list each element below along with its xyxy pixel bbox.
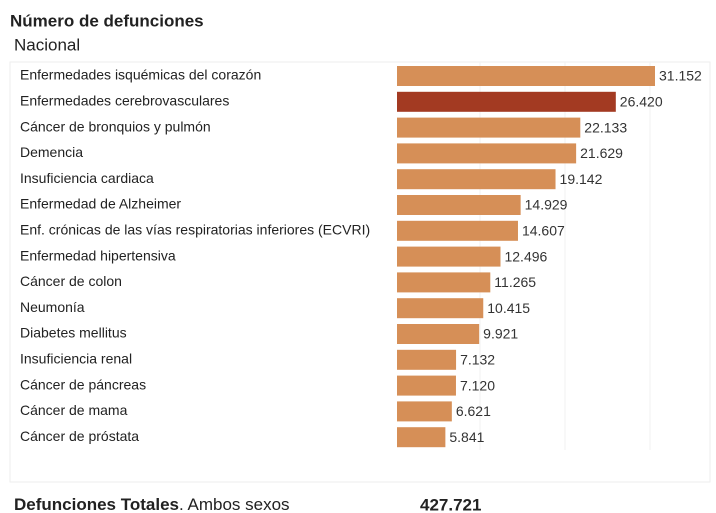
bar [397,117,581,138]
value-label: 5.841 [449,429,484,445]
footer: Defunciones Totales. Ambos sexos [14,495,290,513]
bar [397,143,577,164]
category-label: Cáncer de páncreas [20,376,146,392]
bar [397,91,616,112]
bar [397,324,480,344]
value-label: 19.142 [560,171,603,187]
category-label: Diabetes mellitus [20,325,127,341]
value-label: 14.929 [525,197,568,213]
category-label: Insuficiencia renal [20,351,132,367]
value-label: 26.420 [620,94,663,110]
value-label: 12.496 [504,248,547,264]
bar [397,272,491,293]
value-label: 7.132 [460,352,495,368]
category-label: Enfermedades cerebrovasculares [20,93,229,109]
category-label: Cáncer de bronquios y pulmón [20,118,211,134]
category-label: Neumonía [20,299,85,315]
category-label: Enf. crónicas de las vías respiratorias … [20,222,370,238]
bar [397,401,452,422]
total: 427.721 [420,495,481,513]
category-label: Demencia [20,144,83,160]
footer-label: Defunciones Totales [14,495,179,513]
bar [397,66,655,86]
category-label: Enfermedades isquémicas del corazón [20,67,261,83]
bar [397,220,518,241]
category-label: Cáncer de próstata [20,428,139,444]
chart-frame [9,61,711,483]
footer-sublabel: . Ambos sexos [179,495,290,513]
bar [397,375,456,396]
value-label: 7.120 [460,377,495,393]
category-label: Enfermedad hipertensiva [20,247,176,263]
bar [397,349,457,370]
value-label: 21.629 [580,145,623,161]
value-label: 10.415 [487,300,530,316]
value-label: 22.133 [584,119,627,135]
value-label: 14.607 [522,223,565,239]
value-label: 11.265 [494,274,536,290]
bar [397,246,501,267]
category-label: Cáncer de mama [20,402,128,418]
bar [397,298,484,319]
category-label: Insuficiencia cardiaca [20,170,154,186]
bar [397,195,521,215]
bar [397,427,446,448]
value-label: 9.921 [483,326,518,342]
chart-title: Número de defunciones [10,11,204,30]
category-label: Cáncer de colon [20,273,122,289]
value-label: 6.621 [456,403,491,419]
chart-subtitle: Nacional [14,35,80,54]
value-label: 31.152 [659,68,702,84]
category-label: Enfermedad de Alzheimer [20,196,181,212]
bar [397,169,556,190]
